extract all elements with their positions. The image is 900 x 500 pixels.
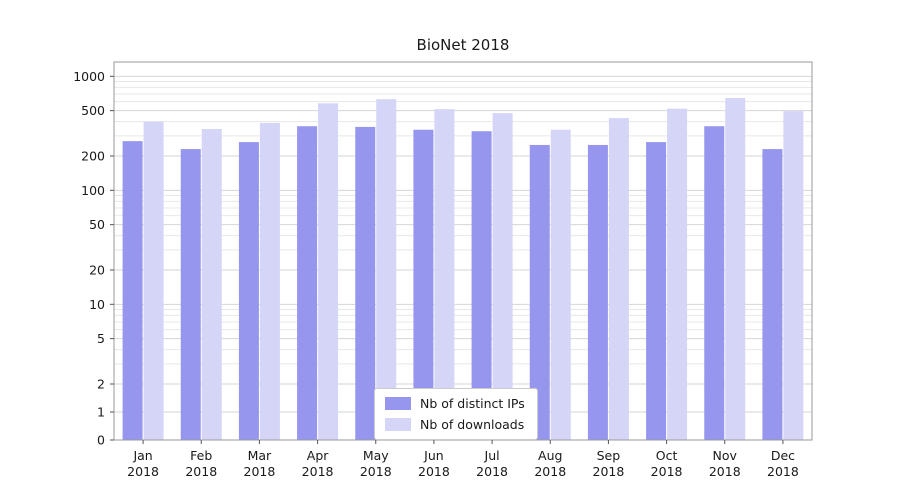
bar-distinct-ips — [122, 141, 143, 440]
x-tick-label-year: 2018 — [244, 464, 276, 479]
x-tick-label-month: Jan — [132, 448, 152, 463]
x-tick-label-month: Nov — [713, 448, 738, 463]
chart-title: BioNet 2018 — [416, 36, 510, 54]
bar-distinct-ips — [238, 142, 259, 440]
bar-downloads — [318, 103, 339, 441]
x-tick-label-month: Sep — [597, 448, 621, 463]
bar-downloads — [667, 108, 688, 440]
y-tick-label: 10 — [89, 297, 105, 312]
bar-downloads — [725, 98, 746, 440]
x-tick-label-year: 2018 — [476, 464, 508, 479]
legend-item-downloads: Nb of downloads — [385, 417, 525, 432]
x-tick-label-year: 2018 — [709, 464, 741, 479]
bar-distinct-ips — [704, 126, 725, 440]
x-tick-label-month: Dec — [771, 448, 795, 463]
x-tick-label-year: 2018 — [360, 464, 392, 479]
x-tick-label-year: 2018 — [127, 464, 159, 479]
y-tick-label: 1000 — [73, 69, 105, 84]
bar-distinct-ips — [297, 126, 318, 440]
x-tick-label-year: 2018 — [593, 464, 625, 479]
bar-downloads — [434, 109, 455, 441]
bar-downloads — [492, 113, 513, 440]
bar-distinct-ips — [180, 149, 201, 440]
bar-downloads — [550, 129, 571, 440]
y-tick-label: 20 — [89, 263, 105, 278]
y-tick-label: 0 — [97, 433, 105, 448]
bar-distinct-ips — [471, 131, 492, 440]
y-tick-label: 50 — [89, 217, 105, 232]
x-tick-label-month: May — [363, 448, 389, 463]
x-tick-label-year: 2018 — [651, 464, 683, 479]
y-tick-label: 200 — [81, 149, 105, 164]
legend: Nb of distinct IPs Nb of downloads — [374, 388, 538, 440]
y-tick-label: 1 — [97, 405, 105, 420]
x-tick-label-month: Jul — [484, 448, 500, 463]
x-tick-label-year: 2018 — [767, 464, 799, 479]
legend-label-distinct-ips: Nb of distinct IPs — [420, 396, 525, 411]
x-tick-label-month: Feb — [190, 448, 212, 463]
legend-swatch-distinct-ips — [385, 397, 411, 410]
x-tick-label-year: 2018 — [185, 464, 217, 479]
y-tick-label: 5 — [97, 331, 105, 346]
bar-downloads — [259, 122, 280, 440]
legend-label-downloads: Nb of downloads — [420, 417, 525, 432]
bar-downloads — [201, 129, 222, 440]
bar-distinct-ips — [355, 126, 376, 441]
legend-swatch-downloads — [385, 418, 411, 431]
x-tick-label-month: Mar — [248, 448, 272, 463]
y-tick-label: 500 — [81, 103, 105, 118]
bar-downloads — [376, 99, 397, 440]
bar-distinct-ips — [529, 144, 550, 440]
x-tick-label-month: Aug — [538, 448, 562, 463]
x-tick-label-month: Apr — [307, 448, 329, 463]
plot-border — [113, 61, 813, 441]
bar-distinct-ips — [413, 129, 434, 440]
bar-downloads — [143, 121, 164, 440]
bar-distinct-ips — [587, 144, 608, 440]
x-tick-label-year: 2018 — [418, 464, 450, 479]
bar-distinct-ips — [646, 142, 667, 440]
legend-item-distinct-ips: Nb of distinct IPs — [385, 396, 525, 411]
bar-downloads — [783, 111, 804, 441]
bar-downloads — [608, 118, 629, 440]
x-tick-label-year: 2018 — [302, 464, 334, 479]
y-tick-label: 100 — [81, 183, 105, 198]
bar-distinct-ips — [762, 149, 783, 440]
y-tick-label: 2 — [97, 377, 105, 392]
x-tick-label-year: 2018 — [534, 464, 566, 479]
x-tick-label-month: Jun — [423, 448, 444, 463]
x-tick-label-month: Oct — [656, 448, 678, 463]
